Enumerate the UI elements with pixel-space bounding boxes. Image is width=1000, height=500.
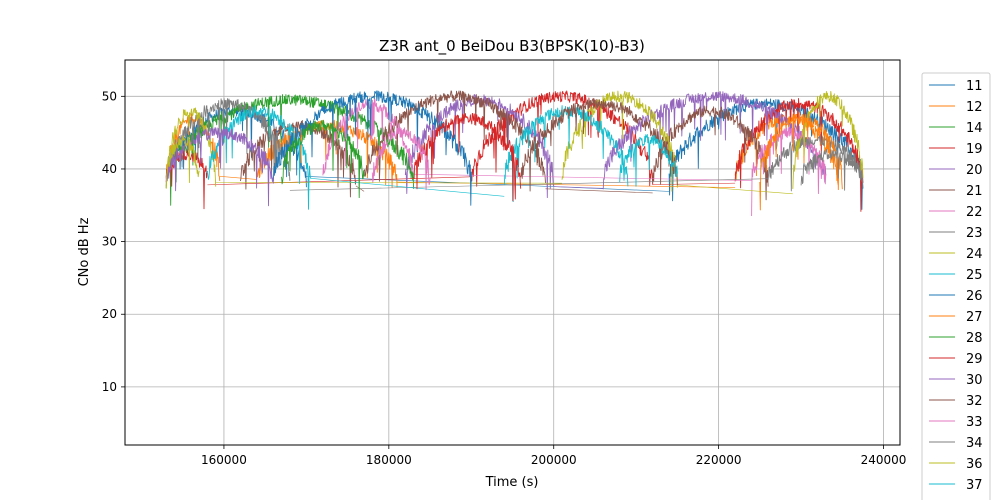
y-tick-label: 50	[102, 89, 117, 103]
legend-label-27: 27	[966, 310, 983, 325]
series-line-23	[767, 134, 864, 192]
series-connector-25	[310, 177, 505, 197]
series-line-11	[165, 105, 307, 188]
series-connector-11	[306, 176, 670, 192]
legend-label-36: 36	[966, 457, 983, 472]
series-connector-22	[413, 173, 752, 181]
series-line-23	[166, 98, 291, 181]
series-connector-20	[553, 186, 604, 189]
series-line-19	[734, 98, 864, 212]
series-line-25	[503, 105, 629, 203]
legend-label-20: 20	[966, 163, 983, 178]
y-tick-label: 30	[102, 235, 117, 249]
legend-label-33: 33	[966, 415, 983, 430]
x-tick-label: 240000	[861, 453, 907, 467]
plot-lines	[165, 90, 864, 217]
legend-label-30: 30	[966, 373, 983, 388]
series-connector-19	[652, 182, 736, 185]
series-line-32	[520, 98, 678, 192]
series-connector-12	[219, 176, 257, 180]
series-line-30	[165, 127, 274, 207]
legend-label-12: 12	[966, 100, 983, 115]
series-line-21	[239, 119, 357, 198]
series-line-34	[800, 148, 864, 191]
y-tick-label: 10	[102, 380, 117, 394]
legend-label-25: 25	[966, 268, 983, 283]
x-tick-label: 200000	[531, 453, 577, 467]
y-tick-label: 40	[102, 162, 117, 176]
y-axis-label: CNo dB Hz	[77, 217, 92, 286]
series-line-28	[281, 119, 365, 199]
series-line-33	[371, 126, 431, 191]
legend-label-32: 32	[966, 394, 983, 409]
y-axis-ticks: 10 20 30 40 50	[102, 89, 125, 394]
x-tick-label: 220000	[696, 453, 742, 467]
legend: 11 12 14 19 20 21 22 23 24 25 26 27 28 29 30 32 33 34 36 37	[921, 72, 991, 500]
y-tick-label: 20	[102, 307, 117, 321]
legend-label-23: 23	[966, 226, 983, 241]
x-tick-label: 180000	[366, 453, 412, 467]
series-connector-21	[545, 188, 653, 194]
series-line-22	[751, 126, 827, 217]
legend-label-26: 26	[966, 289, 983, 304]
legend-label-34: 34	[966, 436, 983, 451]
legend-label-22: 22	[966, 205, 983, 220]
series-line-24	[792, 90, 864, 189]
chart-title: Z3R ant_0 BeiDou B3(BPSK(10)-B3)	[379, 37, 645, 56]
series-line-27	[759, 112, 843, 211]
series-line-24	[561, 90, 678, 192]
plot-frame	[124, 59, 901, 446]
series-line-37	[619, 133, 678, 187]
series-line-21	[652, 105, 769, 201]
legend-label-37: 37	[966, 478, 983, 493]
series-connector-23	[289, 178, 769, 191]
series-connector-24	[677, 184, 793, 195]
series-line-26	[272, 90, 472, 206]
series-line-29	[413, 112, 522, 202]
x-axis-ticks: 160000 180000 200000 220000 240000	[201, 445, 906, 467]
legend-label-28: 28	[966, 331, 983, 346]
x-axis-label: Time (s)	[485, 475, 539, 490]
legend-label-29: 29	[966, 352, 983, 367]
legend-label-14: 14	[966, 121, 983, 136]
series-line-36	[165, 135, 200, 189]
legend-box	[921, 72, 991, 500]
legend-label-19: 19	[966, 142, 983, 157]
x-tick-label: 160000	[201, 453, 247, 467]
legend-label-21: 21	[966, 184, 983, 199]
legend-label-24: 24	[966, 247, 983, 262]
legend-label-11: 11	[966, 79, 983, 94]
